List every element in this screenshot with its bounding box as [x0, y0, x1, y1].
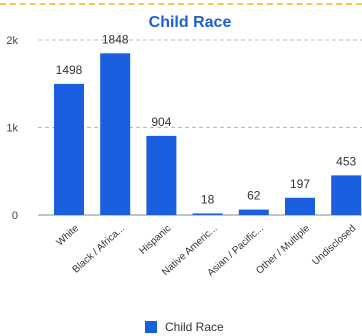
x-tick-label: White: [55, 223, 82, 249]
bar[interactable]: [146, 135, 177, 215]
bars: [54, 53, 362, 215]
legend-swatch: [145, 321, 157, 333]
y-tick-label: 0: [12, 210, 18, 222]
bar[interactable]: [331, 175, 362, 215]
grid-layer: [38, 39, 362, 216]
y-tick-label: 1k: [6, 123, 18, 135]
y-tick-label: 2k: [6, 35, 18, 47]
legend[interactable]: Child Race: [145, 320, 224, 334]
data-label: 1848: [102, 32, 129, 46]
data-label: 197: [290, 177, 310, 191]
x-tick-label: Hispanic: [138, 223, 174, 257]
bar[interactable]: [54, 83, 84, 215]
data-label: 1498: [56, 63, 83, 77]
chart-title: Child Race: [149, 14, 232, 31]
data-label: 18: [201, 192, 215, 206]
x-tick-label: Undisclosed: [310, 223, 358, 268]
data-label: 904: [151, 115, 171, 129]
data-label: 453: [336, 154, 356, 168]
data-labels: 1498 1848 904 18 62 197 453: [56, 32, 357, 206]
top-border: [0, 3, 362, 5]
bar[interactable]: [238, 209, 269, 215]
bar[interactable]: [285, 197, 315, 215]
bar[interactable]: [192, 213, 223, 215]
y-axis: 0 1k 2k: [6, 35, 18, 222]
legend-label: Child Race: [165, 320, 224, 334]
data-label: 62: [247, 189, 261, 203]
bar[interactable]: [100, 53, 131, 215]
